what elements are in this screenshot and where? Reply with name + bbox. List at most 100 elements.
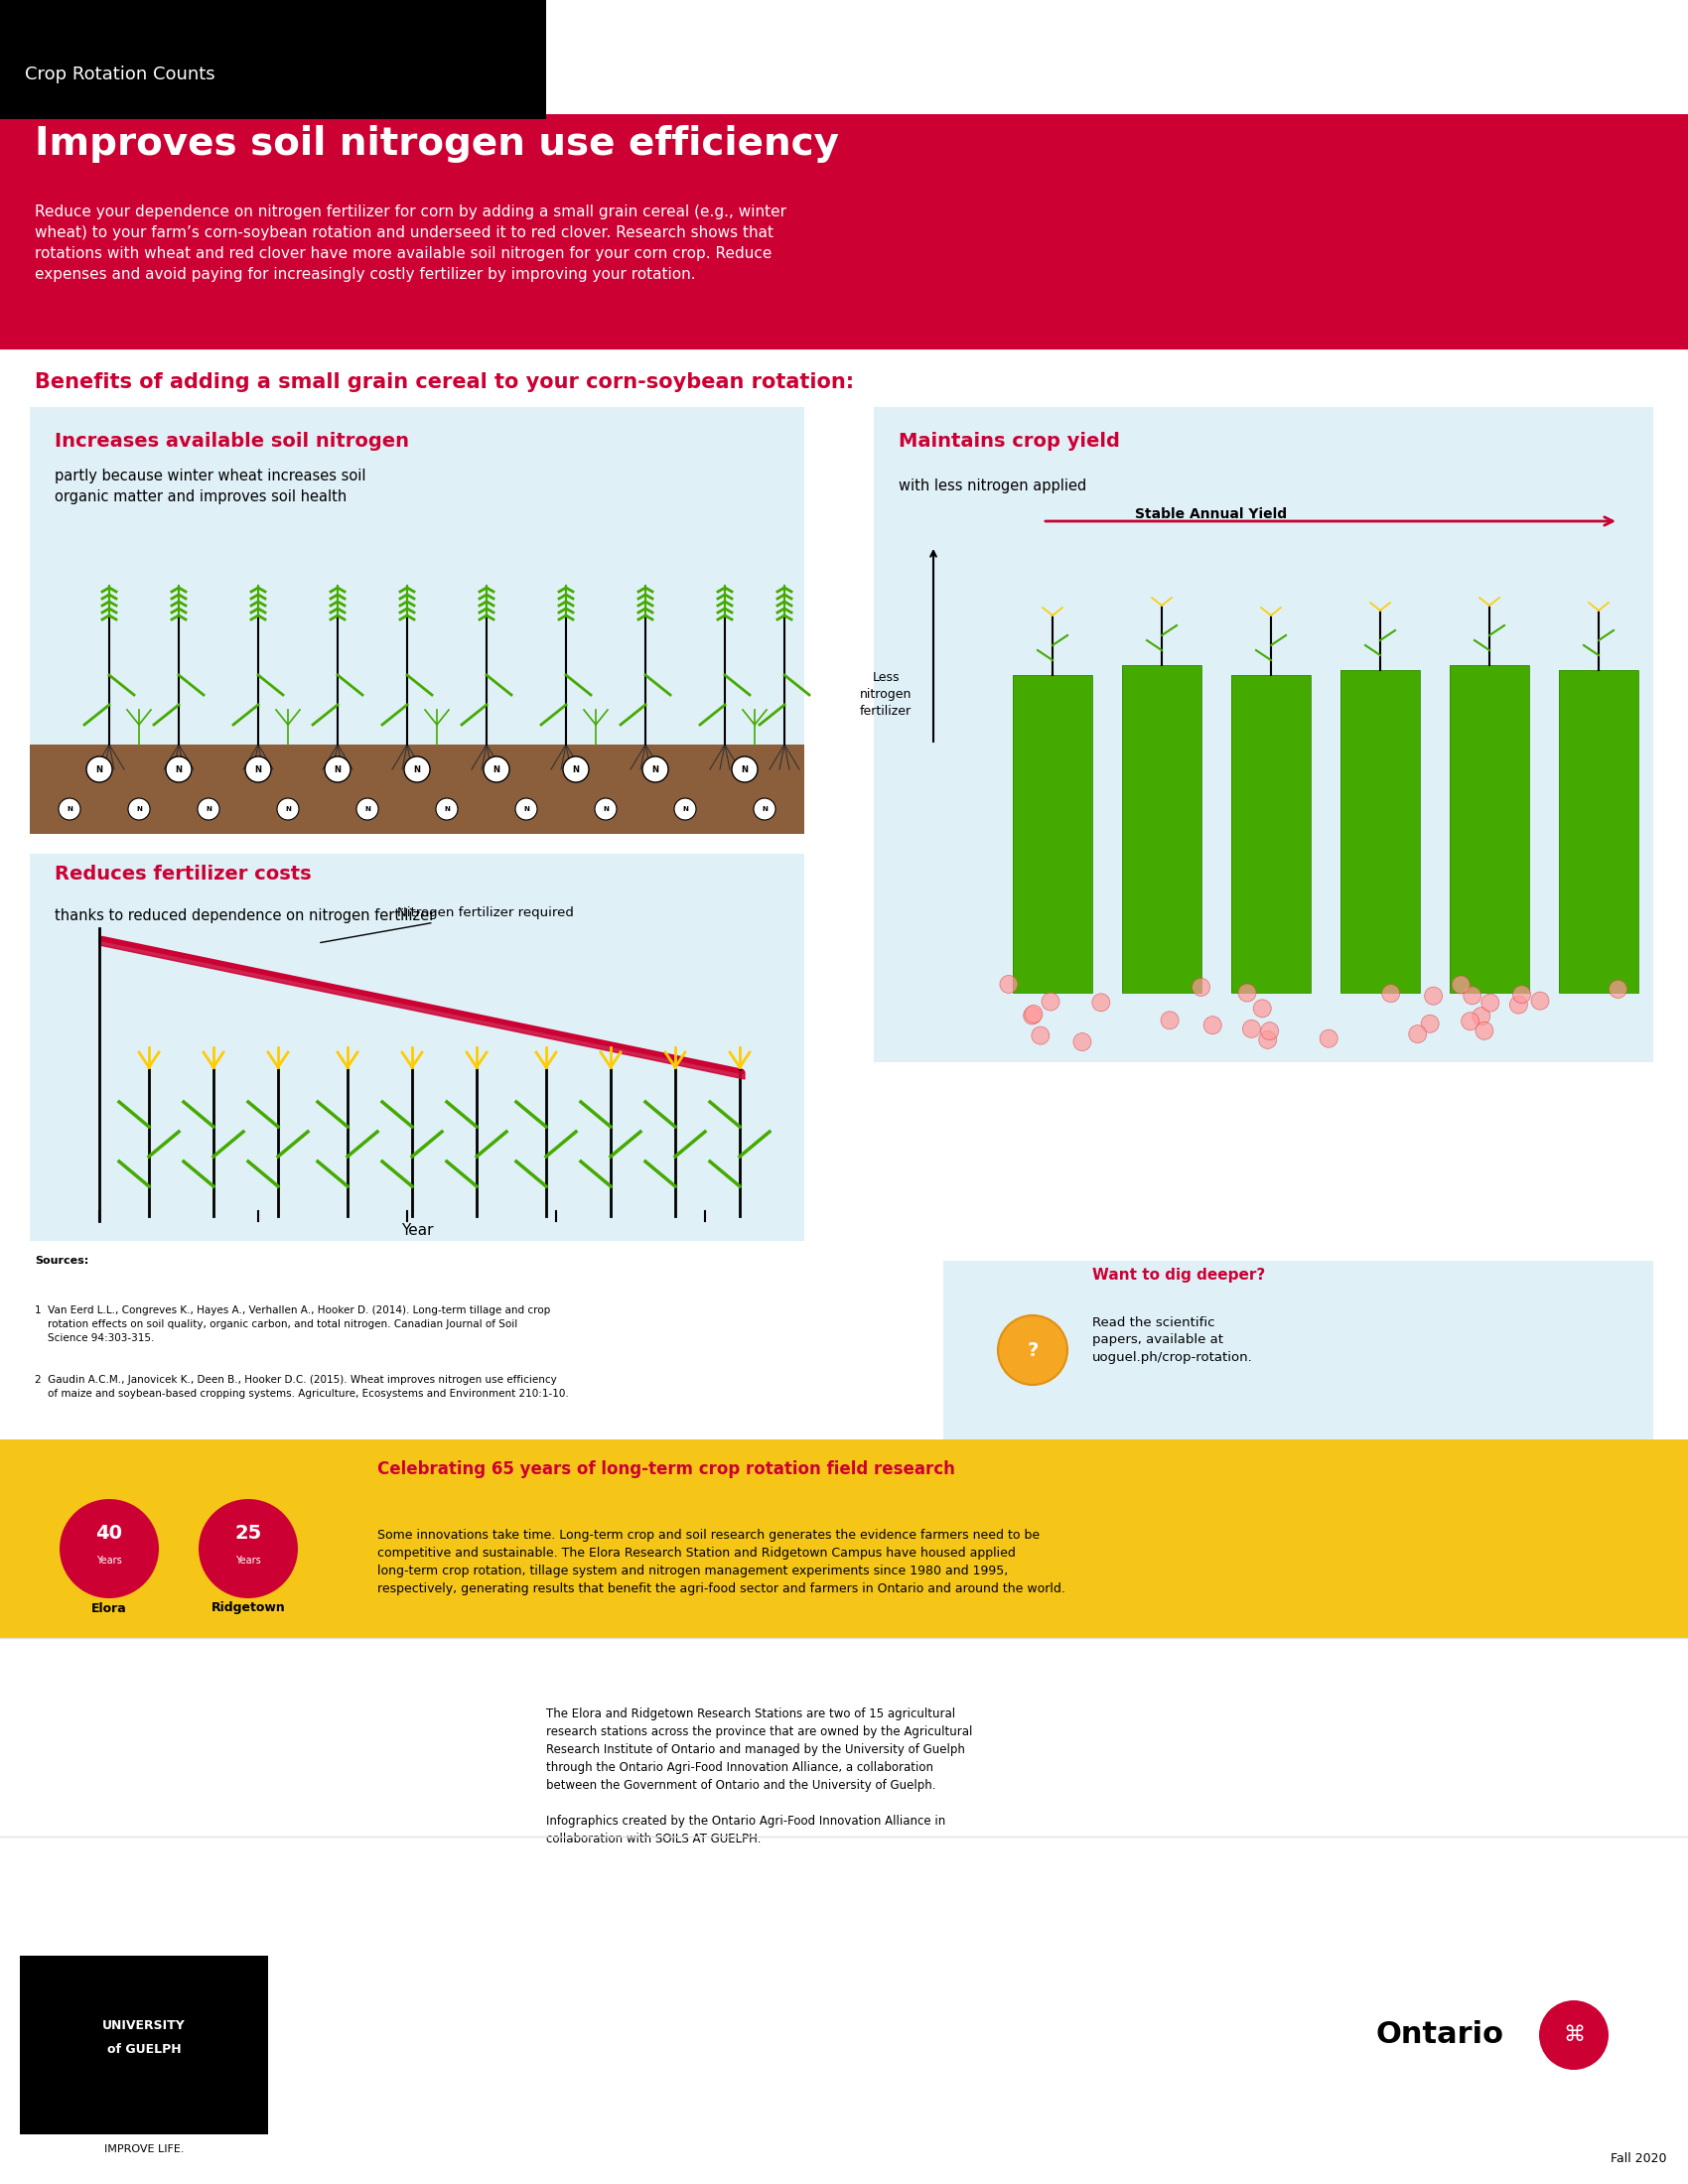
FancyBboxPatch shape	[1123, 666, 1202, 994]
FancyBboxPatch shape	[1013, 675, 1092, 994]
Text: UNIVERSITY: UNIVERSITY	[103, 2018, 186, 2031]
FancyBboxPatch shape	[944, 1260, 1653, 1439]
Circle shape	[999, 976, 1018, 994]
Text: Years: Years	[96, 1555, 122, 1566]
FancyBboxPatch shape	[0, 1638, 1688, 2184]
Circle shape	[1609, 981, 1627, 998]
Circle shape	[1409, 1024, 1426, 1044]
Circle shape	[59, 797, 81, 819]
Text: Increases available soil nitrogen: Increases available soil nitrogen	[54, 432, 408, 452]
Text: Celebrating 65 years of long-term crop rotation field research: Celebrating 65 years of long-term crop r…	[378, 1461, 955, 1479]
Text: IMPROVE LIFE.: IMPROVE LIFE.	[105, 2145, 184, 2153]
Circle shape	[1242, 1020, 1261, 1037]
Circle shape	[1092, 994, 1111, 1011]
FancyBboxPatch shape	[0, 1638, 1688, 2184]
Text: 40: 40	[96, 1524, 123, 1544]
FancyBboxPatch shape	[1231, 675, 1310, 994]
Text: ?: ?	[1026, 1341, 1038, 1358]
Circle shape	[1462, 1013, 1479, 1031]
Text: N: N	[206, 806, 211, 812]
Circle shape	[1025, 1005, 1043, 1022]
FancyBboxPatch shape	[874, 406, 1653, 1061]
Circle shape	[1023, 1007, 1041, 1024]
Text: N: N	[682, 806, 689, 812]
Circle shape	[1452, 976, 1470, 994]
Circle shape	[1259, 1031, 1276, 1048]
FancyBboxPatch shape	[1013, 675, 1092, 994]
Circle shape	[1482, 994, 1499, 1011]
Text: Ontario: Ontario	[1376, 2020, 1504, 2049]
FancyBboxPatch shape	[0, 347, 1688, 2184]
FancyBboxPatch shape	[20, 1955, 268, 2134]
Circle shape	[594, 797, 616, 819]
Circle shape	[1509, 996, 1528, 1013]
Text: Nitrogen fertilizer required: Nitrogen fertilizer required	[321, 906, 574, 943]
Text: Stable Annual Yield: Stable Annual Yield	[1136, 507, 1288, 522]
Circle shape	[1512, 985, 1531, 1002]
Text: Want to dig deeper?: Want to dig deeper?	[1092, 1269, 1266, 1284]
Text: ⌘: ⌘	[1563, 2025, 1585, 2044]
Circle shape	[436, 797, 457, 819]
Polygon shape	[100, 939, 744, 1079]
Text: Improves soil nitrogen use efficiency: Improves soil nitrogen use efficiency	[35, 124, 839, 164]
Text: Fall 2020: Fall 2020	[1610, 2153, 1666, 2167]
Text: N: N	[255, 764, 262, 773]
Circle shape	[245, 756, 272, 782]
Text: N: N	[414, 764, 420, 773]
Text: thanks to reduced dependence on nitrogen fertilizer: thanks to reduced dependence on nitrogen…	[54, 909, 436, 922]
Circle shape	[324, 756, 351, 782]
Circle shape	[753, 797, 775, 819]
Circle shape	[403, 756, 430, 782]
Circle shape	[1074, 1033, 1090, 1051]
FancyBboxPatch shape	[1123, 666, 1202, 994]
FancyBboxPatch shape	[1340, 670, 1420, 994]
Text: Years: Years	[235, 1555, 262, 1566]
FancyBboxPatch shape	[0, 114, 1688, 347]
Text: Maintains crop yield: Maintains crop yield	[898, 432, 1119, 452]
Circle shape	[1320, 1029, 1337, 1048]
Text: N: N	[741, 764, 748, 773]
Text: Read the scientific
papers, available at
uoguel.ph/crop-rotation.: Read the scientific papers, available at…	[1092, 1315, 1252, 1365]
Text: N: N	[285, 806, 290, 812]
Text: 1  Van Eerd L.L., Congreves K., Hayes A., Verhallen A., Hooker D. (2014). Long-t: 1 Van Eerd L.L., Congreves K., Hayes A.,…	[35, 1306, 550, 1343]
Text: 25: 25	[235, 1524, 262, 1544]
FancyBboxPatch shape	[1560, 670, 1639, 994]
Text: with less nitrogen applied: with less nitrogen applied	[898, 478, 1087, 494]
Text: Elora: Elora	[91, 1601, 127, 1614]
Circle shape	[128, 797, 150, 819]
Circle shape	[1031, 1026, 1050, 1044]
Circle shape	[1475, 1022, 1494, 1040]
Circle shape	[1192, 978, 1210, 996]
Circle shape	[1204, 1016, 1222, 1035]
Text: N: N	[444, 806, 449, 812]
Text: N: N	[523, 806, 528, 812]
Circle shape	[197, 797, 219, 819]
Circle shape	[733, 756, 758, 782]
Text: N: N	[334, 764, 341, 773]
Text: Year: Year	[402, 1223, 434, 1238]
Circle shape	[1382, 985, 1399, 1002]
Circle shape	[1539, 2001, 1609, 2070]
Text: N: N	[493, 764, 500, 773]
Circle shape	[165, 756, 192, 782]
Text: Sources:: Sources:	[35, 1256, 89, 1267]
Circle shape	[1161, 1011, 1178, 1029]
FancyBboxPatch shape	[1450, 666, 1529, 994]
Circle shape	[1261, 1022, 1278, 1040]
Circle shape	[86, 756, 111, 782]
Text: N: N	[761, 806, 768, 812]
Text: 2  Gaudin A.C.M., Janovicek K., Deen B., Hooker D.C. (2015). Wheat improves nitr: 2 Gaudin A.C.M., Janovicek K., Deen B., …	[35, 1376, 569, 1398]
Circle shape	[199, 1498, 297, 1599]
Text: Ridgetown: Ridgetown	[211, 1601, 285, 1614]
Text: Crop Rotation Counts: Crop Rotation Counts	[25, 66, 214, 83]
Circle shape	[674, 797, 695, 819]
Circle shape	[483, 756, 510, 782]
Text: Reduces fertilizer costs: Reduces fertilizer costs	[54, 865, 311, 882]
Text: N: N	[176, 764, 182, 773]
Circle shape	[1531, 992, 1550, 1009]
FancyBboxPatch shape	[30, 854, 803, 1241]
FancyBboxPatch shape	[1450, 666, 1529, 994]
Circle shape	[1472, 1007, 1491, 1024]
FancyBboxPatch shape	[1560, 670, 1639, 994]
Text: N: N	[652, 764, 658, 773]
